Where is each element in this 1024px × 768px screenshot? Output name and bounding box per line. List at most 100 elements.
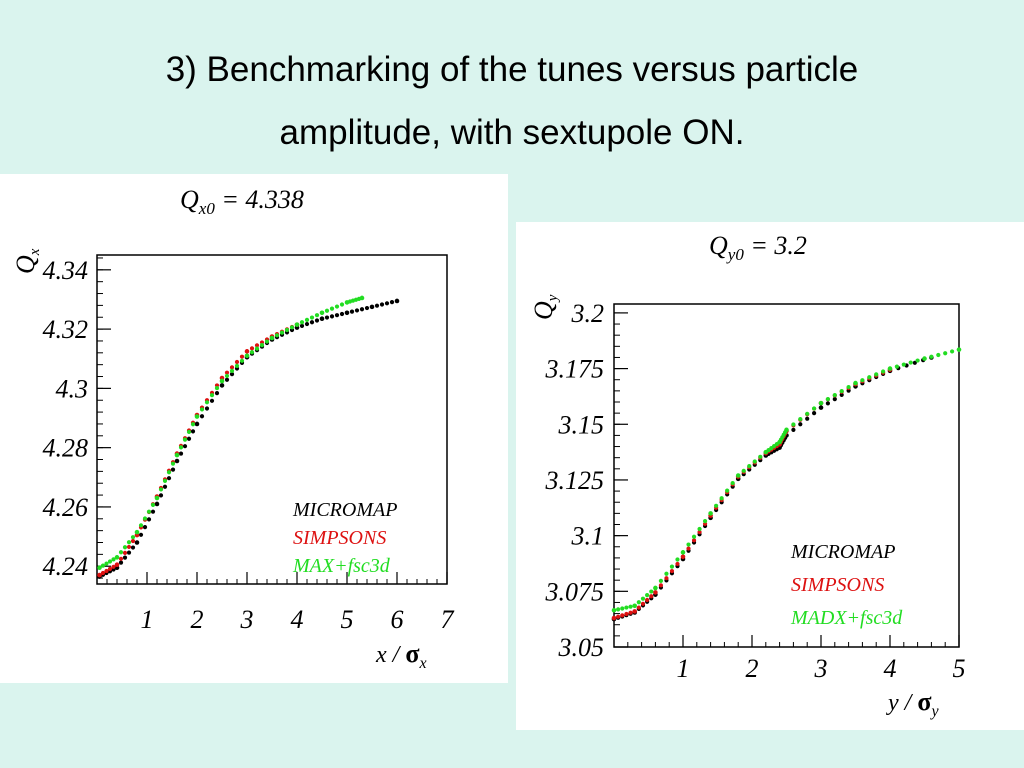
chart-1-data-point-interp — [162, 478, 168, 483]
chart-2-data-point-interp — [645, 593, 650, 598]
chart-1-data-point-interp — [299, 320, 305, 325]
chart-2-data-point — [680, 550, 686, 555]
chart-2-legend-entry: SIMPSONS — [791, 574, 884, 596]
chart-2-data-point-interp — [894, 364, 899, 369]
chart-1-data-point-interp — [229, 365, 235, 370]
chart-2-data-point — [818, 405, 824, 410]
slide-title-line-2: amplitude, with sextupole ON. — [279, 113, 745, 152]
chart-1-y-tick-label: 4.26 — [43, 493, 89, 522]
chart-2-x-axis-label: y / σy — [886, 687, 939, 720]
chart-1-data-point-interp — [199, 414, 205, 419]
chart-1-data-point-interp — [334, 304, 340, 309]
chart-2-data-point-interp — [649, 594, 654, 599]
chart-1-data-point-interp — [118, 550, 124, 555]
chart-2-data-point-interp — [702, 519, 708, 524]
chart-1-series-3 — [97, 295, 365, 570]
chart-2-data-point-interp — [620, 606, 625, 611]
chart-1-data-point-interp — [204, 406, 210, 411]
chart-2-data-point — [632, 609, 637, 614]
chart-1-data-point-interp — [142, 516, 148, 521]
chart-2-data-point-interp — [798, 422, 803, 427]
chart-1-x-tick-label: 5 — [341, 605, 354, 634]
chart-2-data-point — [887, 366, 893, 371]
chart-1-data-point-interp — [146, 509, 152, 514]
chart-1-data-point — [114, 555, 120, 560]
chart-2-plot-frame — [613, 303, 960, 648]
chart-1-data-point-interp — [339, 311, 345, 317]
chart-1-data-point — [174, 452, 180, 458]
chart-2-data-point-interp — [929, 354, 934, 359]
chart-2-x-tick-label: 3 — [814, 654, 828, 683]
chart-2-data-point-interp — [908, 360, 913, 365]
chart-1-data-point — [134, 540, 140, 545]
chart-2-data-point-interp — [791, 422, 796, 427]
chart-1-data-point-interp — [204, 400, 210, 405]
chart-1-data-point — [219, 378, 225, 384]
chart-1-data-point-interp — [130, 538, 136, 544]
chart-2-data-point-interp — [730, 480, 735, 486]
chart-horizontal-tune: 1 2 3 4 5 6 7 4.24 4.26 4.28 4.3 4.32 4.34 Qx0 = 4.33… — [11, 185, 455, 672]
chart-1-data-point-interp — [107, 566, 113, 571]
chart-1-data-point-interp — [111, 557, 116, 562]
chart-panel-vertical-tune: 1 2 3 4 5 3.05 3.075 3.1 3.125 3.15 3.175 3.2 Qy0 = … — [516, 222, 1024, 730]
chart-1-y-tick-label: 4.32 — [43, 315, 89, 344]
chart-1-data-point-interp — [214, 385, 220, 391]
chart-1-data-point-interp — [126, 544, 132, 550]
chart-1-data-point-interp — [122, 550, 128, 555]
chart-2-data-point-interp — [812, 411, 817, 416]
chart-1-data-point-interp — [100, 563, 106, 568]
chart-1-x-tick-label: 1 — [141, 605, 154, 634]
chart-1-data-point-interp — [214, 391, 220, 396]
chart-1-data-point — [369, 304, 375, 310]
chart-1-data-point-interp — [150, 502, 156, 507]
chart-1-data-point-interp — [111, 564, 116, 569]
slide-title: 3) Benchmarking of the tunes versus part… — [0, 38, 1024, 164]
chart-2-data-point-interp — [669, 564, 675, 569]
chart-2-data-point-interp — [691, 534, 697, 539]
chart-2-y-tick-label: 3.125 — [545, 466, 605, 495]
chart-1-data-point-interp — [309, 320, 315, 325]
chart-2-data-point-interp — [669, 568, 675, 574]
chart-2-data-point — [611, 607, 617, 613]
chart-2-data-point-interp — [825, 401, 830, 406]
chart-2-y-tick-label: 3.075 — [545, 577, 605, 606]
chart-1-data-point-interp — [138, 532, 144, 537]
chart-2-data-point-interp — [691, 538, 697, 543]
chart-vertical-tune: 1 2 3 4 5 3.05 3.075 3.1 3.125 3.15 3.175 3.2 Qy0 = … — [529, 231, 966, 720]
chart-2-data-point — [818, 400, 824, 406]
chart-2-data-point-interp — [640, 601, 646, 606]
chart-1-data-point-interp — [349, 309, 355, 314]
chart-2-data-point — [680, 554, 686, 560]
chart-2-x-tick-label: 1 — [677, 654, 690, 683]
chart-1-data-point-interp — [299, 323, 305, 328]
chart-1-legend-entry: MAX+fsc3d — [292, 555, 391, 577]
chart-2-data-point-interp — [846, 384, 851, 390]
chart-2-data-point-interp — [812, 406, 817, 411]
chart-2-data-point — [922, 356, 927, 361]
chart-1-data-point-interp — [130, 535, 136, 540]
chart-1-data-point-interp — [264, 339, 270, 344]
chart-2-data-point-interp — [658, 583, 664, 588]
chart-2-data-point-interp — [686, 542, 691, 547]
chart-1-data-point-interp — [209, 398, 215, 403]
chart-2-data-point-interp — [741, 468, 746, 473]
chart-1-data-point-interp — [384, 301, 390, 306]
chart-2-data-point-interp — [874, 372, 879, 377]
chart-1-data-point — [269, 335, 275, 341]
chart-1-data-point-interp — [209, 393, 215, 398]
chart-2-x-tick-label: 4 — [884, 654, 897, 683]
chart-1-plot-frame — [96, 254, 448, 585]
chart-2-y-axis-label: Qy — [529, 294, 561, 320]
chart-1-data-point-interp — [166, 476, 172, 481]
chart-1-data-point-interp — [182, 444, 188, 449]
chart-1-x-tick-label: 7 — [441, 605, 455, 634]
chart-2-legend-entry: MADX+fsc3d — [790, 607, 903, 629]
chart-2-data-point — [611, 615, 617, 621]
chart-2-data-point — [708, 511, 713, 516]
chart-1-data-point-interp — [239, 358, 245, 363]
chart-2-data-point-interp — [697, 529, 702, 535]
chart-1-data-point-interp — [354, 308, 360, 313]
chart-1-data-point-interp — [239, 354, 245, 359]
chart-2-data-point-interp — [645, 597, 650, 603]
chart-1-data-point-interp — [126, 540, 132, 545]
